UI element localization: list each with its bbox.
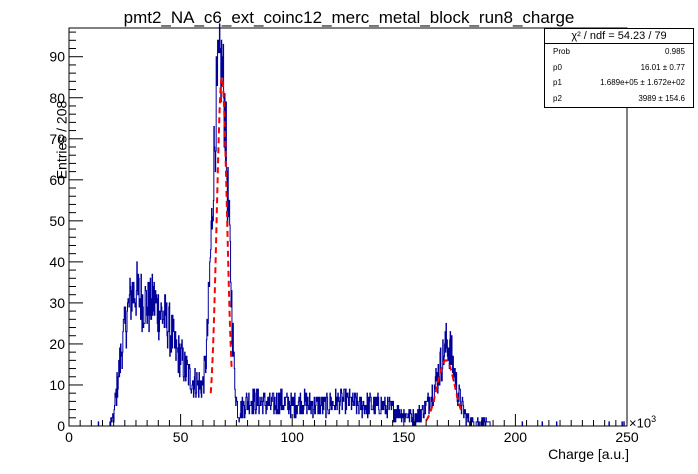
y-tick-label: 90 (49, 49, 65, 65)
y-tick-label: 20 (49, 336, 65, 352)
stats-row: p1 1.689e+05 ± 1.672e+02 (545, 75, 693, 91)
stats-value: 1.689e+05 ± 1.672e+02 (600, 78, 685, 87)
y-tick-label: 0 (57, 418, 65, 434)
x-tick-label: 50 (173, 429, 189, 445)
x-tick-label: 0 (65, 429, 73, 445)
chart-title: pmt2_NA_c6_ext_coinc12_merc_metal_block_… (123, 8, 575, 27)
stats-key: Prob (553, 47, 570, 56)
x-tick-label: 150 (392, 429, 416, 445)
stats-value: 0.985 (664, 47, 685, 56)
x-multiplier-base: ×10 (629, 415, 652, 431)
y-tick-label: 10 (49, 377, 65, 393)
y-axis-label: Entries / 208 (53, 100, 70, 180)
stats-value: 3989 ± 154.6 (638, 93, 685, 103)
x-tick-label: 200 (504, 429, 528, 445)
stats-key: p0 (553, 62, 562, 72)
fit-curve (209, 74, 233, 394)
fit-curve (425, 359, 463, 422)
stats-key: p1 (553, 78, 562, 87)
y-tick-label: 80 (49, 90, 65, 106)
x-tick-label: 100 (281, 429, 305, 445)
stats-chi2: χ² / ndf = 54.23 / 79 (545, 29, 693, 44)
stats-row: Prob 0.985 (545, 44, 693, 60)
x-axis-multiplier: ×103 (629, 414, 656, 430)
stats-row: p2 3989 ± 154.6 (545, 91, 693, 107)
y-tick-label: 70 (49, 131, 65, 147)
stats-value: 16.01 ± 0.77 (640, 62, 685, 72)
stats-key: p2 (553, 93, 562, 103)
y-tick-label: 50 (49, 213, 65, 229)
y-axis: 0 10 20 30 40 50 60 70 80 90 (49, 31, 83, 434)
y-tick-label: 30 (49, 295, 65, 311)
fit-layer (209, 74, 463, 422)
x-multiplier-exp: 3 (651, 414, 657, 424)
x-axis-label: Charge [a.u.] (548, 446, 629, 462)
y-tick-label: 60 (49, 172, 65, 188)
y-tick-label: 40 (49, 254, 65, 270)
x-axis: 0 50 100 150 200 250 (65, 414, 639, 445)
x-tick-label: 250 (615, 429, 639, 445)
stats-box: χ² / ndf = 54.23 / 79 Prob 0.985 p0 16.0… (544, 28, 694, 108)
stats-row: p0 16.01 ± 0.77 (545, 60, 693, 76)
